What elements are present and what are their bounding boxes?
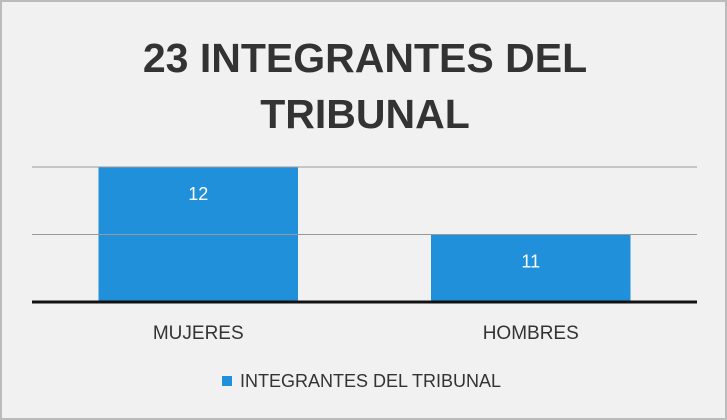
chart-title: 23 INTEGRANTES DEL TRIBUNAL: [142, 35, 588, 137]
legend-swatch: [222, 376, 232, 386]
legend-label: INTEGRANTES DEL TRIBUNAL: [240, 371, 501, 391]
bar: [431, 234, 631, 302]
x-tick-label: HOMBRES: [483, 323, 579, 344]
data-label: 12: [188, 184, 208, 204]
data-label: 11: [521, 251, 540, 271]
x-tick-label: MUJERES: [153, 323, 244, 344]
